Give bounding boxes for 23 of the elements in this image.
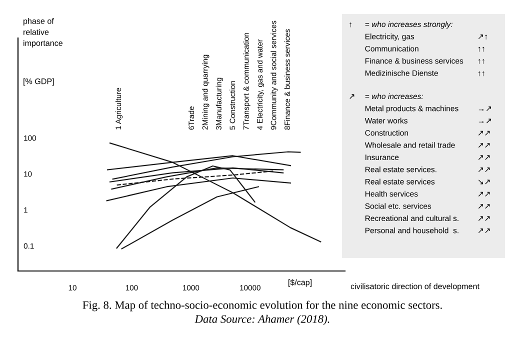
- text: ↗↗: [478, 216, 490, 221]
- text: ↘↗: [478, 180, 490, 184]
- text: →↗: [478, 106, 492, 112]
- source-note: Data Source: Ahamer (2018).: [194, 314, 330, 326]
- text: ↗↗: [478, 143, 490, 148]
- y-axis-title: phase of relative importance: [24, 18, 62, 48]
- text: ↗↗: [478, 228, 490, 234]
- text: ↗↑: [478, 34, 487, 40]
- caption: Fig. 8. Map of techno-socio-economic evolution for the nine economic sectors.: [82, 300, 442, 312]
- text: ↑↑: [478, 59, 484, 64]
- text: ↑↑: [478, 71, 484, 76]
- text: civilisatoric direction of development: [350, 283, 480, 291]
- text: ↗↗: [478, 168, 490, 172]
- text: ↑↑: [478, 46, 484, 52]
- text: ↗↗: [478, 130, 490, 136]
- x-axis-title: [$/cap]: [288, 279, 312, 287]
- annotation: [% GDP]: [24, 78, 54, 86]
- text: →↗: [478, 118, 492, 124]
- text: ↗↗: [478, 155, 490, 160]
- text: ↗↗: [478, 204, 490, 209]
- text: ↗↗: [478, 192, 490, 196]
- text: ↑: [350, 22, 352, 28]
- text: ↗: [350, 94, 354, 99]
